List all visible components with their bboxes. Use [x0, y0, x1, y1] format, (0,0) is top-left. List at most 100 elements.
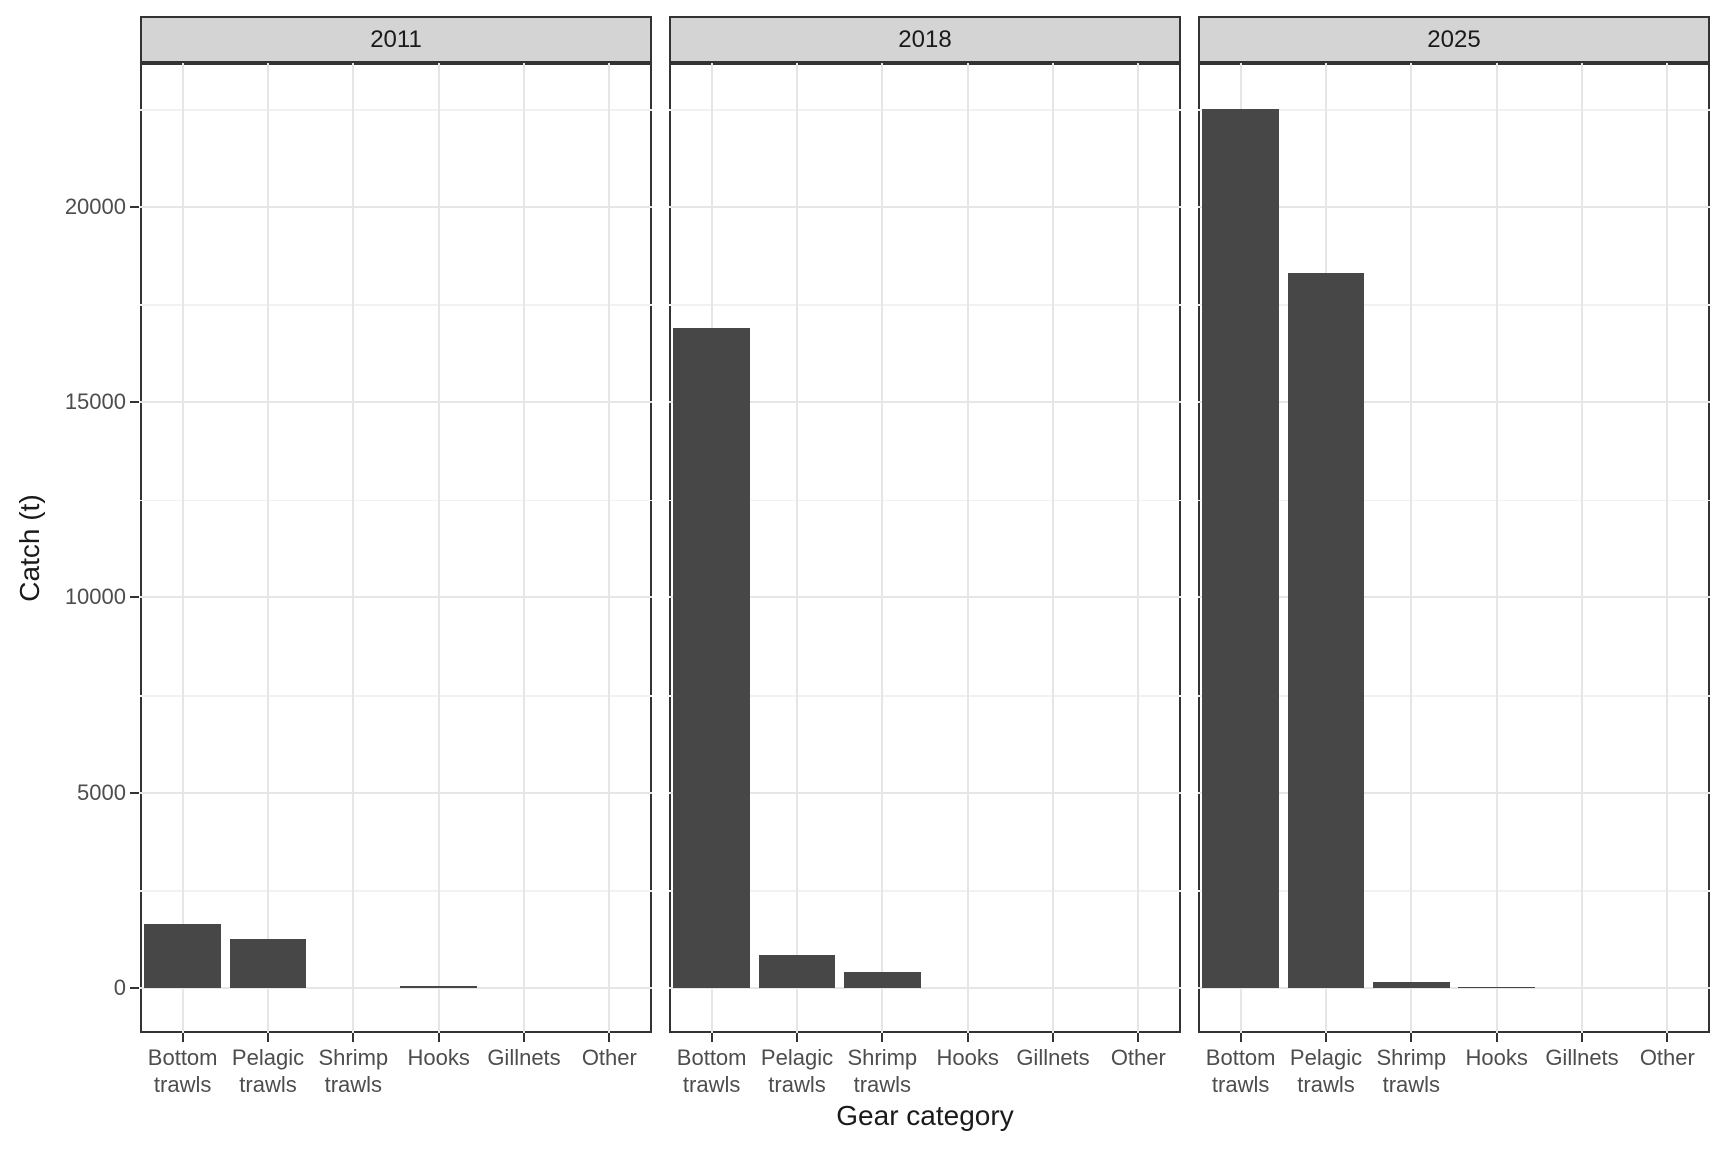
- gridline-major-horizontal: [669, 205, 1181, 208]
- y-axis-title: Catch (t): [14, 494, 45, 602]
- x-tick-mark: [796, 1033, 798, 1042]
- gridline-major-vertical: [181, 63, 184, 1033]
- gridline-major-vertical: [1137, 63, 1140, 1033]
- gridline-minor-horizontal: [669, 109, 1181, 111]
- bar-pelagic-trawls: [1287, 273, 1365, 988]
- y-tick-mark: [130, 987, 139, 989]
- x-tick-label: Shrimp trawls: [847, 1045, 918, 1097]
- x-axis-title: Gear category: [836, 1100, 1014, 1131]
- gridline-major-vertical: [352, 63, 355, 1033]
- gridline-major-horizontal: [1198, 401, 1710, 404]
- bar-bottom-trawls: [144, 923, 222, 988]
- gridline-minor-horizontal: [669, 695, 1181, 697]
- x-tick-label: Shrimp trawls: [318, 1045, 389, 1097]
- bar-bottom-trawls: [673, 327, 751, 988]
- gridline-minor-horizontal: [1198, 695, 1710, 697]
- gridline-major-vertical: [523, 63, 525, 1033]
- x-tick-label: Hooks: [407, 1045, 470, 1070]
- gridline-major-horizontal: [669, 791, 1181, 794]
- x-tick-mark: [608, 1033, 611, 1042]
- x-tick-label: Gillnets: [1016, 1045, 1090, 1070]
- gridline-major-horizontal: [1198, 596, 1710, 599]
- x-tick-mark: [1325, 1033, 1327, 1042]
- y-tick-mark: [130, 401, 139, 404]
- gridline-minor-horizontal: [669, 499, 1181, 502]
- y-tick-label: 10000: [64, 584, 126, 610]
- facet-panel: [140, 63, 652, 1033]
- y-tick-label: 5000: [77, 779, 126, 805]
- gridline-major-horizontal: [140, 596, 652, 599]
- x-tick-label: Hooks: [936, 1045, 999, 1070]
- x-tick-mark: [1581, 1033, 1583, 1042]
- gridline-major-horizontal: [1198, 987, 1710, 989]
- x-tick-label: Pelagic trawls: [760, 1045, 834, 1097]
- x-tick-label: Bottom trawls: [1205, 1045, 1276, 1097]
- x-tick-mark: [437, 1033, 440, 1042]
- x-tick-mark: [1052, 1033, 1054, 1042]
- gridline-major-vertical: [881, 63, 884, 1033]
- facet-strip-label: 2025: [1427, 25, 1481, 53]
- x-tick-mark: [1495, 1033, 1498, 1042]
- bar-bottom-trawls: [1202, 109, 1280, 988]
- gridline-major-vertical: [608, 63, 611, 1033]
- x-tick-mark: [352, 1033, 355, 1042]
- x-tick-label: Pelagic trawls: [231, 1045, 305, 1097]
- x-tick-label: Gillnets: [1545, 1045, 1619, 1070]
- gridline-major-vertical: [1410, 63, 1413, 1033]
- y-tick-label: 0: [113, 975, 126, 1000]
- gridline-major-vertical: [966, 63, 969, 1033]
- x-tick-label: Hooks: [1465, 1045, 1528, 1070]
- x-tick-mark: [1410, 1033, 1413, 1042]
- gridline-major-horizontal: [140, 205, 652, 208]
- gridline-major-horizontal: [140, 987, 652, 989]
- gridline-major-vertical: [267, 63, 269, 1033]
- gridline-minor-horizontal: [140, 304, 652, 306]
- x-tick-mark: [966, 1033, 969, 1042]
- x-tick-mark: [1137, 1033, 1140, 1042]
- gridline-major-vertical: [437, 63, 440, 1033]
- gridline-major-horizontal: [669, 987, 1181, 989]
- gridline-minor-horizontal: [1198, 890, 1710, 892]
- facet-strip-label: 2018: [898, 25, 952, 53]
- gridline-major-vertical: [796, 63, 798, 1033]
- facet-strip: 2018: [669, 16, 1181, 63]
- gridline-minor-horizontal: [669, 890, 1181, 892]
- x-tick-mark: [181, 1033, 184, 1042]
- x-tick-label: Other: [581, 1045, 637, 1070]
- y-tick-mark: [130, 596, 139, 599]
- facet-panel: [1198, 63, 1710, 1033]
- bar-shrimp-trawls: [843, 971, 921, 988]
- gridline-major-horizontal: [1198, 791, 1710, 794]
- gridline-major-horizontal: [140, 401, 652, 404]
- gridline-major-vertical: [1495, 63, 1498, 1033]
- gridline-minor-horizontal: [1198, 304, 1710, 306]
- x-tick-label: Bottom trawls: [147, 1045, 218, 1097]
- gridline-minor-horizontal: [1198, 109, 1710, 111]
- gridline-major-vertical: [1581, 63, 1583, 1033]
- bar-shrimp-trawls: [1372, 982, 1450, 988]
- gridline-minor-horizontal: [669, 304, 1181, 306]
- facet-strip: 2025: [1198, 16, 1710, 63]
- x-tick-label: Other: [1110, 1045, 1166, 1070]
- y-tick-label: 20000: [64, 193, 126, 219]
- gridline-minor-horizontal: [1198, 499, 1710, 502]
- bar-hooks: [400, 986, 478, 988]
- x-tick-label: Gillnets: [487, 1045, 561, 1070]
- gridline-major-vertical: [1052, 63, 1054, 1033]
- gridline-minor-horizontal: [140, 890, 652, 892]
- y-tick-label: 15000: [64, 389, 126, 415]
- gridline-minor-horizontal: [140, 499, 652, 502]
- bar-hooks: [1458, 987, 1536, 988]
- gridline-major-vertical: [1666, 63, 1669, 1033]
- facet-panel: [669, 63, 1181, 1033]
- x-tick-label: Other: [1639, 1045, 1695, 1070]
- gridline-minor-horizontal: [140, 109, 652, 111]
- x-tick-mark: [1239, 1033, 1242, 1042]
- y-tick-mark: [130, 791, 139, 794]
- x-tick-mark: [710, 1033, 713, 1042]
- bar-pelagic-trawls: [758, 954, 836, 988]
- x-tick-label: Pelagic trawls: [1289, 1045, 1363, 1097]
- x-tick-mark: [1666, 1033, 1669, 1042]
- gridline-major-horizontal: [669, 401, 1181, 404]
